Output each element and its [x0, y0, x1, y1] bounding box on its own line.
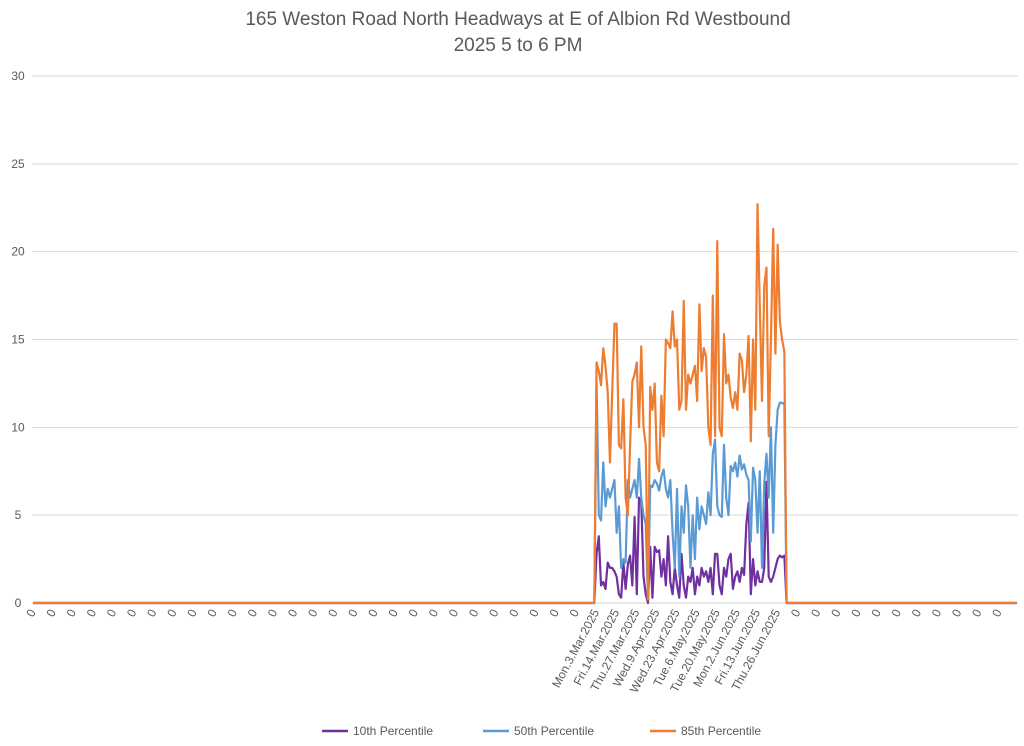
x-tick-label: 0	[285, 607, 301, 620]
x-tick-label: 0	[929, 607, 945, 620]
series-line-10th-percentile	[33, 480, 1017, 605]
series-line-50th-percentile	[33, 378, 1017, 605]
y-tick-label: 10	[11, 420, 25, 434]
x-tick-label: 0	[305, 607, 321, 620]
series-lines	[33, 203, 1017, 605]
x-tick-label: 0	[506, 607, 522, 620]
x-tick-label: 0	[466, 607, 482, 620]
chart-title: 165 Weston Road North Headways at E of A…	[245, 9, 790, 30]
x-tick-label: 0	[526, 607, 542, 620]
legend-label: 50th Percentile	[514, 724, 594, 738]
x-tick-label: 0	[84, 607, 100, 620]
x-tick-label: 0	[989, 607, 1005, 620]
x-tick-label: 0	[909, 607, 925, 620]
x-tick-label: 0	[889, 607, 905, 620]
x-tick-label: 0	[446, 607, 462, 620]
x-tick-label: 0	[365, 607, 381, 620]
x-tick-label: 0	[406, 607, 422, 620]
x-tick-label: 0	[144, 607, 160, 620]
y-tick-label: 25	[11, 157, 25, 171]
x-tick-label: 0	[848, 607, 864, 620]
y-tick-label: 0	[15, 596, 22, 610]
x-tick-label: 0	[949, 607, 965, 620]
y-tick-label: 5	[15, 508, 22, 522]
x-tick-label: 0	[546, 607, 562, 620]
y-tick-label: 30	[11, 69, 25, 83]
gridlines	[32, 75, 1018, 604]
series-line-85th-percentile	[33, 203, 1017, 605]
chart-subtitle: 2025 5 to 6 PM	[454, 35, 583, 56]
x-tick-label: 0	[104, 607, 120, 620]
x-tick-label: 0	[184, 607, 200, 620]
legend-label: 85th Percentile	[681, 724, 761, 738]
x-tick-label: 0	[325, 607, 341, 620]
x-tick-label: 0	[345, 607, 361, 620]
legend-label: 10th Percentile	[353, 724, 433, 738]
y-axis-ticks: 0 5 10 15 20 25 30	[11, 69, 25, 610]
x-tick-label: 0	[64, 607, 80, 620]
x-tick-label: 0	[164, 607, 180, 620]
x-tick-label: 0	[486, 607, 502, 620]
x-tick-label: 0	[828, 607, 844, 620]
x-tick-label: 0	[265, 607, 281, 620]
x-tick-label: 0	[788, 607, 804, 620]
legend: 10th Percentile 50th Percentile 85th Perce…	[322, 724, 761, 738]
x-tick-label: 0	[808, 607, 824, 620]
y-tick-label: 15	[11, 333, 25, 347]
x-tick-label: 0	[567, 607, 583, 620]
x-axis-ticks: 0 0 0 0 0 0 0 0 0 0 0 0 0 0 0 0 0 0 0 0 0 0 0 0 0 0 0 0Mon.3.Mar.20…	[23, 607, 1005, 696]
x-tick-label: 0	[385, 607, 401, 620]
x-tick-label: 0	[43, 607, 59, 620]
y-tick-label: 20	[11, 245, 25, 259]
x-tick-label: 0	[426, 607, 442, 620]
x-tick-label: 0	[124, 607, 140, 620]
x-tick-label: 0	[868, 607, 884, 620]
x-tick-label: 0	[224, 607, 240, 620]
x-tick-label: 0	[23, 607, 39, 620]
x-tick-label: 0	[969, 607, 985, 620]
x-tick-label: 0	[204, 607, 220, 620]
x-tick-label: 0	[245, 607, 261, 620]
